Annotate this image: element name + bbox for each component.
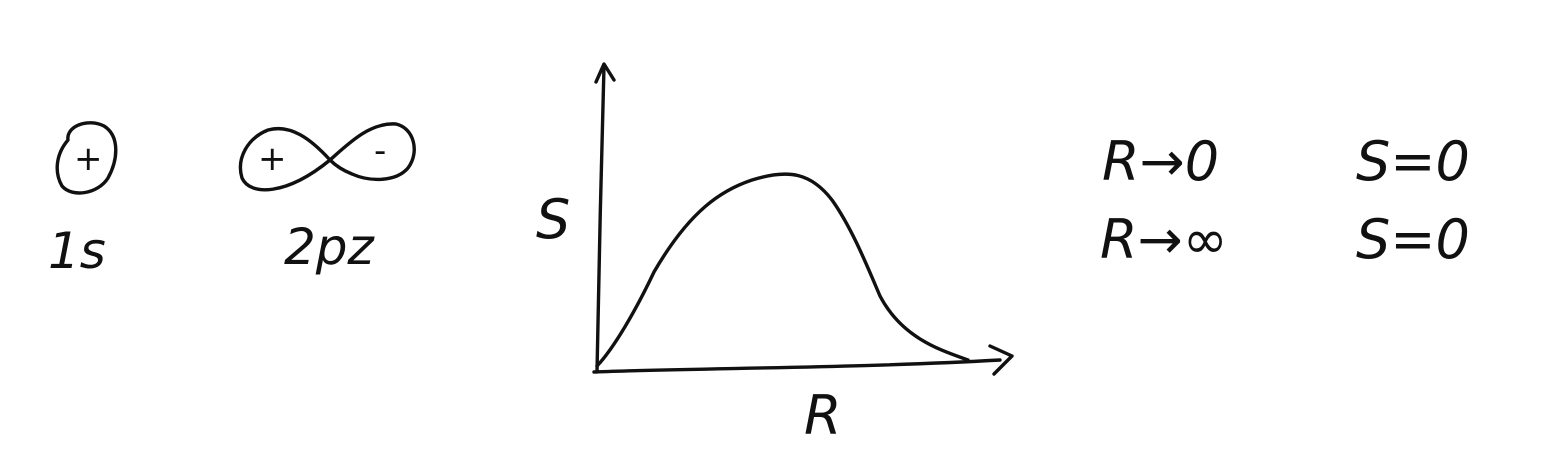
x-axis-arrowhead (988, 344, 1014, 376)
x-axis-label: R (804, 384, 842, 447)
y-axis-label: S (536, 188, 570, 251)
s-orbital: + (55, 121, 118, 195)
limit-result-1: S=0 (1356, 130, 1470, 193)
s-orbital-label: 1s (48, 222, 106, 280)
s-orbital-sign: + (74, 139, 103, 179)
pz-orbital-sign-right: - (374, 131, 386, 171)
y-axis (595, 64, 606, 374)
pz-orbital: + - (238, 122, 416, 192)
overlap-graph: S R (536, 62, 1014, 447)
pz-orbital-right-lobe (328, 122, 416, 182)
limit-condition-1: R→0 (1102, 130, 1219, 193)
s-orbital-lobe (55, 121, 118, 195)
limit-condition-2: R→∞ (1100, 208, 1228, 271)
x-axis (592, 358, 1002, 374)
pz-orbital-label: 2pz (284, 218, 376, 276)
limit-result-2: S=0 (1356, 208, 1470, 271)
limits: R→0 S=0 R→∞ S=0 (1100, 130, 1470, 271)
pz-orbital-left-lobe (238, 127, 332, 192)
y-axis-arrowhead (594, 62, 616, 84)
pz-orbital-sign-left: + (258, 139, 287, 179)
overlap-curve (595, 172, 970, 368)
